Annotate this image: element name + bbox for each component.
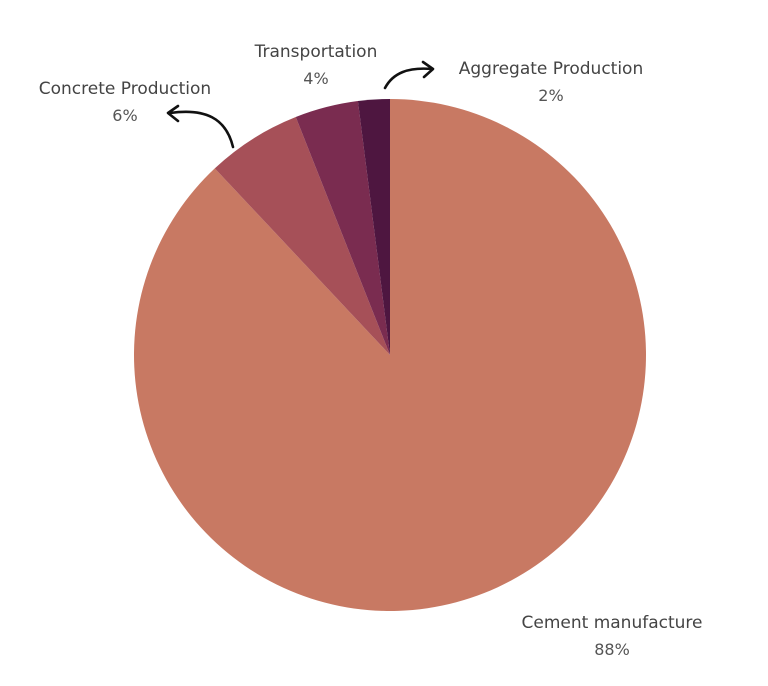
slice-label-concrete-production: Concrete Production xyxy=(39,79,211,99)
slice-label-cement-manufacture: Cement manufacture xyxy=(522,613,703,633)
pie-slice-concrete-production xyxy=(214,116,390,355)
slice-value-transportation: 4% xyxy=(303,69,328,88)
concrete-production-arrow-icon xyxy=(166,104,235,149)
pie-slice-aggregate-production xyxy=(357,99,390,355)
aggregate-production-label: Aggregate Production 2% xyxy=(459,59,643,105)
cement-manufacture-label: Cement manufacture 88% xyxy=(522,613,703,659)
pie-slice-cement-manufacture xyxy=(133,99,646,611)
slice-value-concrete-production: 6% xyxy=(112,106,137,125)
slice-value-cement-manufacture: 88% xyxy=(594,640,630,659)
aggregate-production-arrow-icon xyxy=(383,60,435,90)
slice-label-transportation: Transportation xyxy=(254,42,378,62)
slice-value-aggregate-production: 2% xyxy=(538,86,563,105)
slice-label-aggregate-production: Aggregate Production xyxy=(459,59,643,79)
transportation-label: Transportation 4% xyxy=(254,42,378,88)
pie-slices xyxy=(133,99,646,611)
concrete-production-label: Concrete Production 6% xyxy=(39,79,211,125)
pie-slice-transportation xyxy=(295,101,390,356)
